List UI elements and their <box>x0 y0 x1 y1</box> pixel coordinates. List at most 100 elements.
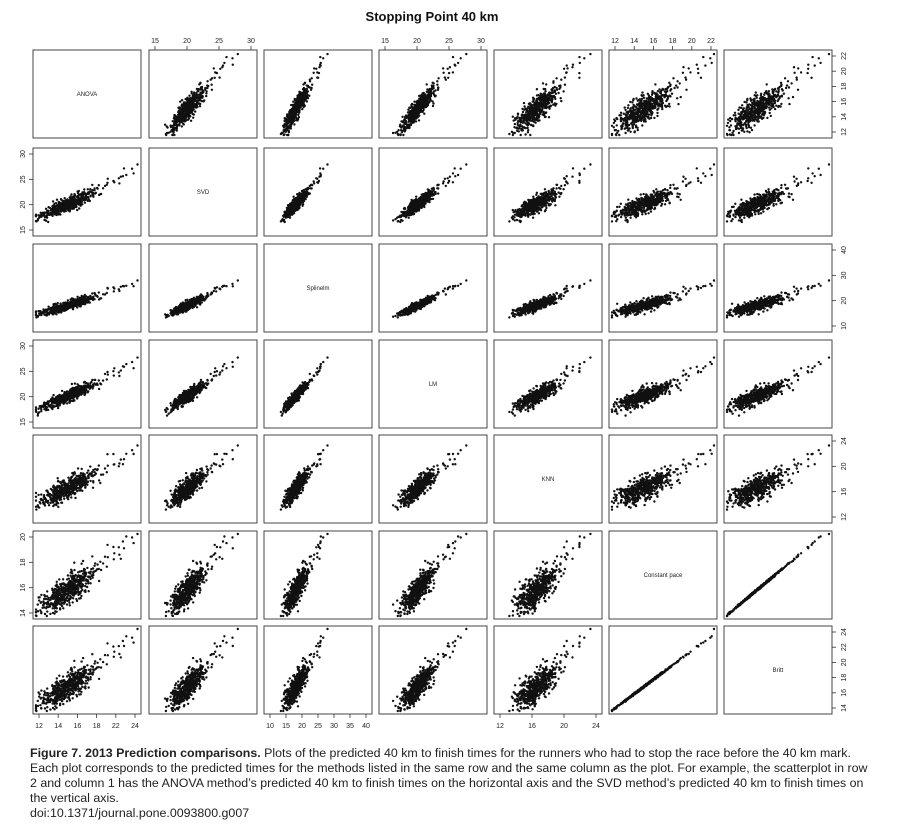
scatter-point <box>641 95 643 97</box>
scatter-point <box>566 64 568 66</box>
scatter-point <box>819 62 821 64</box>
scatter-point <box>194 110 196 112</box>
scatter-point <box>528 106 530 108</box>
scatter-point <box>810 77 812 79</box>
scatter-point <box>173 114 175 116</box>
scatter-point <box>547 93 549 95</box>
scatter-point <box>668 103 670 105</box>
scatter-point <box>214 77 216 79</box>
scatter-point <box>311 77 313 79</box>
scatter-point <box>685 79 687 81</box>
scatter-point <box>783 93 785 95</box>
scatter-point <box>295 119 297 121</box>
scatter-point <box>539 109 541 111</box>
scatter-point <box>424 93 426 95</box>
scatter-point <box>432 82 434 84</box>
scatter-point <box>696 63 698 65</box>
scatter-point <box>627 107 629 109</box>
scatter-point <box>185 101 187 103</box>
scatter-point <box>326 53 328 55</box>
scatter-point <box>541 97 543 99</box>
scatter-point <box>205 95 207 97</box>
scatter-point <box>546 98 548 100</box>
scatter-point <box>203 99 205 101</box>
scatter-point <box>542 82 544 84</box>
scatter-point <box>400 126 402 128</box>
scatter-point <box>182 108 184 110</box>
scatter-point <box>571 66 573 68</box>
scatter-point <box>562 90 564 92</box>
scatter-point <box>231 57 233 59</box>
scatter-point <box>211 89 213 91</box>
scatter-point <box>177 118 179 120</box>
scatter-point <box>544 102 546 104</box>
scatter-point <box>211 77 213 79</box>
scatter-point <box>529 115 531 117</box>
scatter-point <box>289 124 291 126</box>
scatter-point <box>796 79 798 81</box>
scatter-point <box>432 102 434 104</box>
scatter-point <box>512 116 514 118</box>
scatter-point <box>657 107 659 109</box>
scatter-point <box>176 129 178 131</box>
scatter-point <box>191 92 193 94</box>
scatter-point <box>536 101 538 103</box>
scatter-point <box>300 95 302 97</box>
scatter-point <box>682 66 684 68</box>
scatter-point <box>670 88 672 90</box>
scatter-point <box>306 90 308 92</box>
scatter-point <box>518 117 520 119</box>
scatter-point <box>287 134 289 136</box>
scatter-point <box>536 88 538 90</box>
scatter-point <box>196 100 198 102</box>
scatter-point <box>661 108 663 110</box>
scatter-point <box>653 117 655 119</box>
scatter-point <box>792 96 794 98</box>
scatter-point <box>766 83 768 85</box>
scatter-point <box>621 125 623 127</box>
scatter-point <box>589 53 591 55</box>
scatter-point <box>684 76 686 78</box>
scatter-point <box>527 131 529 133</box>
scatter-point <box>558 88 560 90</box>
scatter-point <box>431 88 433 90</box>
scatter-point <box>185 104 187 106</box>
scatter-point <box>432 105 434 107</box>
scatter-point <box>520 120 522 122</box>
scatter-point <box>166 126 168 128</box>
scatter-point <box>560 97 562 99</box>
scatter-point <box>199 93 201 95</box>
scatter-point <box>643 120 645 122</box>
scatter-point <box>543 112 545 114</box>
scatter-point <box>631 101 633 103</box>
scatter-point <box>667 95 669 97</box>
scatter-point <box>169 124 171 126</box>
scatter-point <box>319 63 321 65</box>
panel-r1-c7 <box>724 50 832 138</box>
scatter-point <box>180 110 182 112</box>
scatter-point <box>204 89 206 91</box>
scatter-point <box>298 116 300 118</box>
scatter-point <box>579 62 581 64</box>
scatter-point <box>656 101 658 103</box>
scatter-point <box>632 119 634 121</box>
scatter-point <box>540 105 542 107</box>
scatter-point <box>641 108 643 110</box>
scatter-point <box>543 100 545 102</box>
scatter-point <box>429 88 431 90</box>
scatter-point <box>288 111 290 113</box>
scatter-point <box>537 113 539 115</box>
scatter-point <box>183 116 185 118</box>
scatter-point <box>206 87 208 89</box>
scatter-point <box>292 101 294 103</box>
scatter-point <box>531 114 533 116</box>
scatter-point <box>449 66 451 68</box>
scatter-point <box>624 106 626 108</box>
scatter-point <box>755 91 757 93</box>
scatter-point <box>640 120 642 122</box>
scatter-point <box>536 111 538 113</box>
scatter-point <box>319 56 321 58</box>
scatter-point <box>311 84 313 86</box>
scatter-point <box>636 108 638 110</box>
scatter-point <box>201 100 203 102</box>
